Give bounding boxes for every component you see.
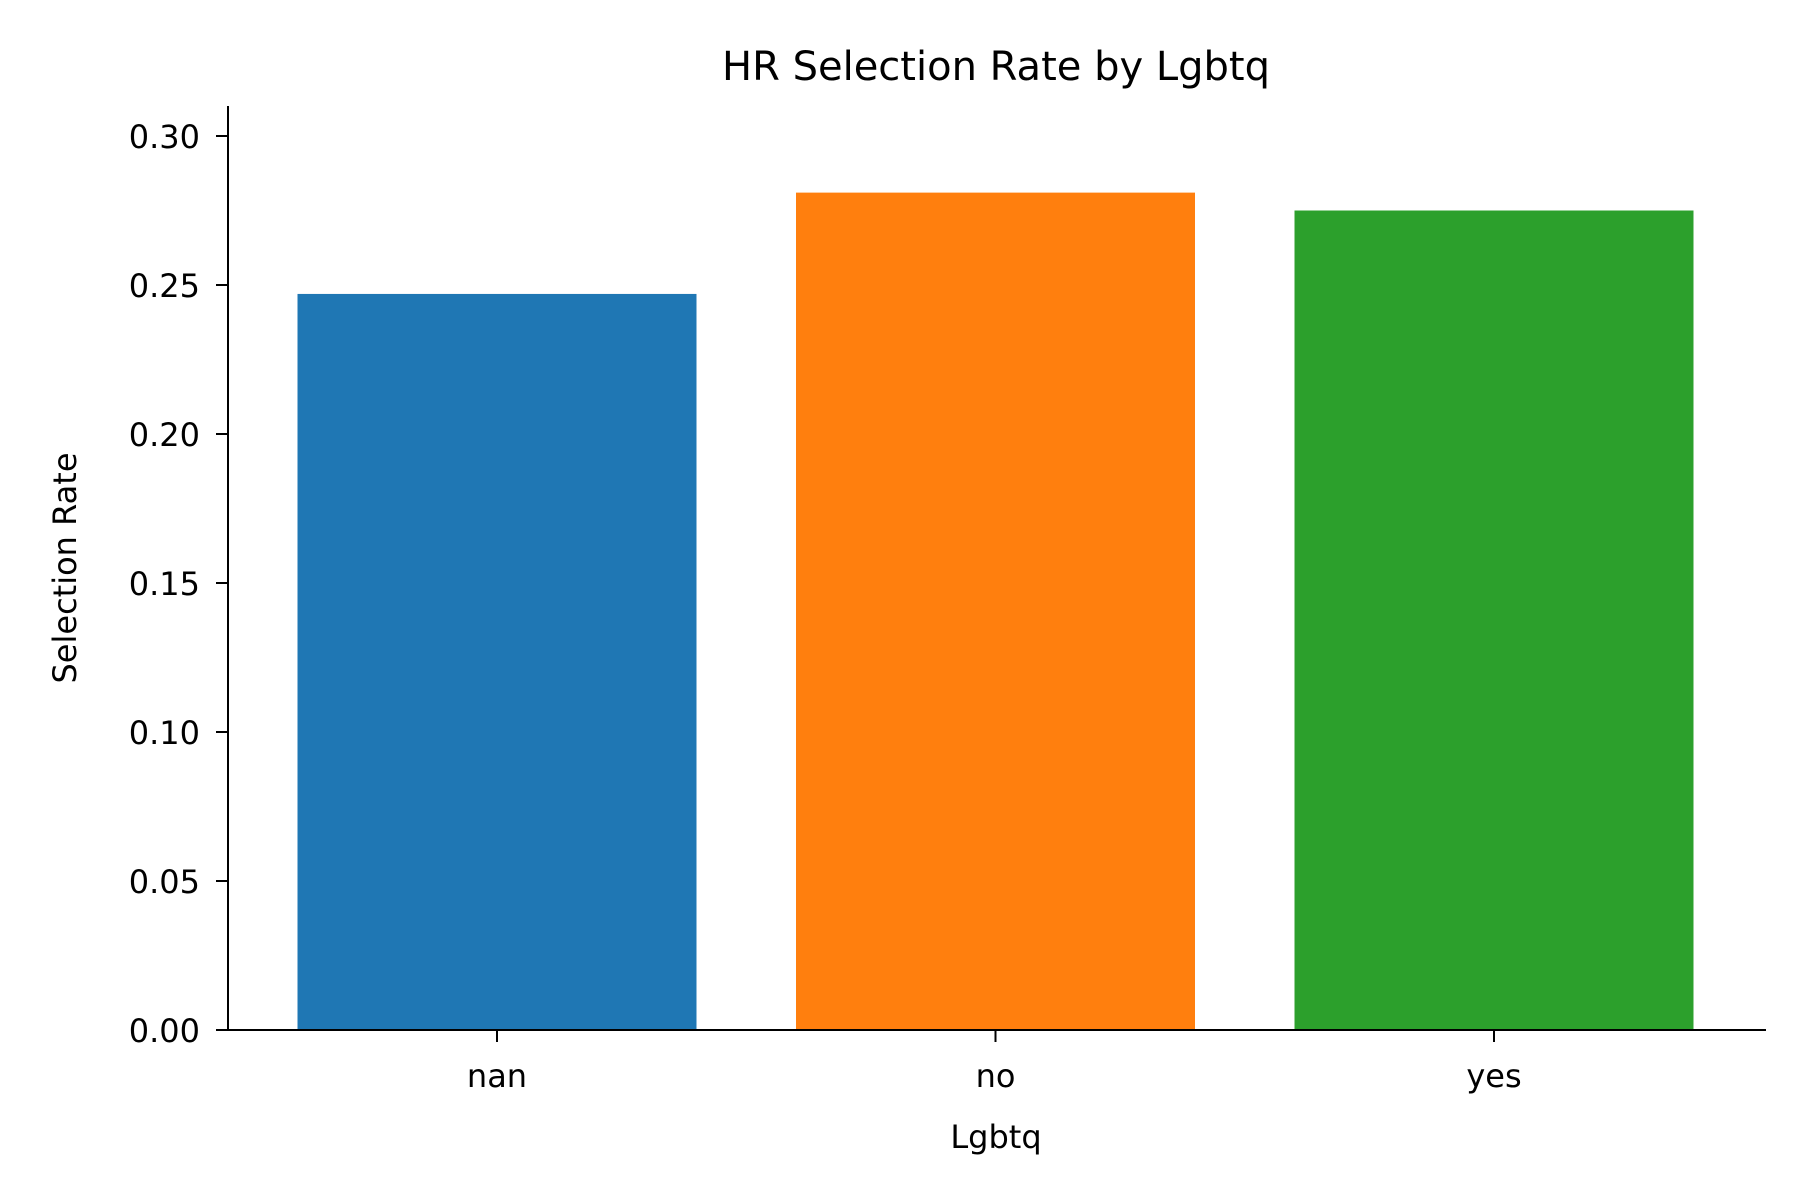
y-tick-label: 0.05 <box>129 863 200 901</box>
x-tick-label: no <box>976 1057 1016 1095</box>
x-axis-label: Lgbtq <box>950 1118 1041 1156</box>
bars-layer <box>297 192 1694 1030</box>
y-tick-label: 0.00 <box>129 1012 200 1050</box>
bar-nan <box>297 293 697 1030</box>
y-tick-label: 0.25 <box>129 267 200 305</box>
x-axis-ticks: nan no yes <box>467 1030 1522 1095</box>
y-tick-label: 0.20 <box>129 416 200 454</box>
bar-no <box>796 192 1195 1030</box>
y-tick-label: 0.30 <box>129 118 200 156</box>
bar-yes <box>1294 210 1694 1030</box>
chart-title: HR Selection Rate by Lgbtq <box>722 44 1270 90</box>
x-tick-label: yes <box>1466 1057 1521 1095</box>
y-axis-ticks: 0.00 0.05 0.10 0.15 0.20 0.25 0.30 <box>129 118 228 1050</box>
y-tick-label: 0.10 <box>129 714 200 752</box>
y-axis-label: Selection Rate <box>46 452 84 683</box>
y-tick-label: 0.15 <box>129 565 200 603</box>
x-tick-label: nan <box>467 1057 527 1095</box>
